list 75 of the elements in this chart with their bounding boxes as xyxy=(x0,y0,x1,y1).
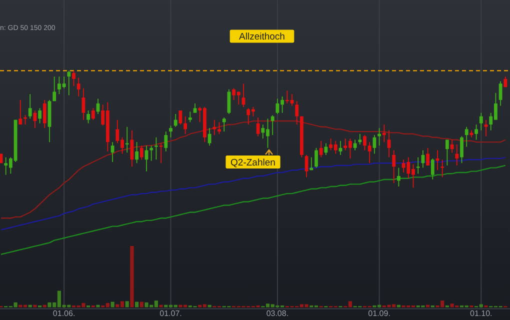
candlestick xyxy=(135,142,138,164)
candlestick xyxy=(436,150,440,171)
candlestick xyxy=(498,80,502,106)
candlestick xyxy=(430,158,434,180)
bar xyxy=(28,304,32,308)
candlestick xyxy=(38,108,42,124)
bar xyxy=(42,304,46,308)
x-tick-label: 01.10. xyxy=(470,309,492,318)
bar xyxy=(96,304,100,308)
candlestick xyxy=(256,117,260,137)
bar xyxy=(396,304,400,308)
bar xyxy=(208,304,212,308)
candlestick xyxy=(314,147,318,168)
candlestick xyxy=(193,103,197,114)
bar xyxy=(125,301,129,308)
candlestick xyxy=(150,145,154,162)
candlestick xyxy=(18,100,22,125)
candlestick xyxy=(42,100,46,128)
bar xyxy=(135,302,139,308)
candlestick xyxy=(426,147,430,166)
candlestick xyxy=(363,134,366,151)
candlestick xyxy=(484,119,488,137)
candlestick xyxy=(460,136,464,164)
candlestick xyxy=(416,156,420,174)
candlestick xyxy=(184,116,187,134)
candlestick xyxy=(52,76,56,102)
candlestick xyxy=(159,142,163,164)
candlestick xyxy=(125,126,129,154)
candlestick xyxy=(270,114,274,136)
candlestick xyxy=(218,122,221,134)
candlestick xyxy=(304,154,308,178)
candlestick xyxy=(169,125,172,138)
candlestick xyxy=(397,167,400,187)
x-tick-label: 01.06. xyxy=(52,309,76,318)
candlestick xyxy=(174,114,178,128)
bar xyxy=(33,304,37,308)
candlestick xyxy=(358,133,362,145)
candlestick xyxy=(188,111,192,123)
candlestick xyxy=(76,77,80,97)
x-tick-label: 01.07. xyxy=(160,309,182,318)
candlestick xyxy=(392,150,396,184)
candlestick xyxy=(450,139,454,154)
candlestick xyxy=(295,100,299,125)
candlestick xyxy=(91,108,95,120)
candlestick xyxy=(140,145,144,160)
candlestick xyxy=(208,128,212,146)
candlestick xyxy=(387,130,391,158)
bar xyxy=(159,304,163,308)
candlestick xyxy=(82,88,86,120)
candlestick xyxy=(455,144,459,166)
candlestick xyxy=(368,142,372,164)
bar xyxy=(110,302,114,308)
candlestick xyxy=(319,140,323,158)
candlestick xyxy=(164,131,168,152)
candlestick xyxy=(464,126,468,148)
candlestick xyxy=(72,70,76,86)
candlestick xyxy=(382,124,386,143)
candlestick xyxy=(154,136,158,160)
candlestick xyxy=(474,124,478,140)
bar xyxy=(140,302,144,308)
candlestick xyxy=(28,94,32,120)
bar xyxy=(426,304,430,308)
candlestick xyxy=(479,112,483,131)
bar xyxy=(130,246,134,308)
ref-line-label: Allzeithoch xyxy=(239,32,285,43)
candlestick xyxy=(110,142,114,162)
candlestick xyxy=(353,139,357,151)
x-tick-label: 01.09. xyxy=(368,309,390,318)
candlestick xyxy=(222,117,226,132)
x-tick-label: 03.08. xyxy=(266,309,289,318)
candlestick xyxy=(86,110,90,124)
candlestick xyxy=(440,159,444,178)
candlestick xyxy=(446,139,449,166)
candlestick xyxy=(67,70,71,96)
annotation: Q2-Zahlen xyxy=(230,158,276,168)
